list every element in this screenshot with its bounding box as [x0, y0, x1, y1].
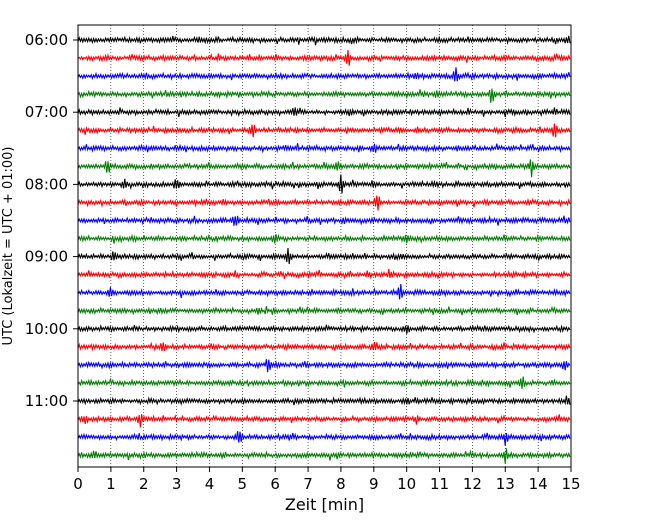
- trace-1000: [77, 324, 571, 334]
- x-axis-label: Zeit [min]: [285, 495, 364, 514]
- x-tick-label: 11: [430, 475, 449, 493]
- x-tick-label: 7: [303, 475, 313, 493]
- trace-0845: [77, 233, 571, 244]
- trace-1115: [77, 414, 571, 428]
- x-tick-label: 4: [205, 475, 215, 493]
- trace-layer: [77, 35, 571, 464]
- x-tick-label: 13: [496, 475, 515, 493]
- y-tick-label: 11:00: [25, 392, 68, 410]
- trace-0700: [77, 107, 571, 118]
- y-tick-label: 09:00: [25, 248, 68, 266]
- trace-1130: [77, 431, 571, 446]
- trace-1100: [77, 395, 571, 406]
- x-tick-label: 14: [529, 475, 548, 493]
- y-tick-label: 08:00: [25, 175, 68, 193]
- trace-1015: [77, 341, 571, 352]
- trace-0745: [77, 159, 571, 178]
- trace-0600: [77, 35, 571, 46]
- x-tick-label: 1: [106, 475, 116, 493]
- x-tick-label: 12: [463, 475, 482, 493]
- trace-1030: [77, 359, 571, 373]
- trace-0645: [77, 88, 571, 103]
- y-axis: 06:00 07:00 08:00 09:00 10:00 11:00: [25, 31, 78, 410]
- x-tick-label: 15: [561, 475, 580, 493]
- x-tick-label: 5: [238, 475, 248, 493]
- trace-0615: [77, 49, 571, 66]
- plot-frame: [77, 24, 572, 468]
- trace-0630: [77, 67, 571, 82]
- x-tick-label: 9: [369, 475, 379, 493]
- x-tick-label: 8: [336, 475, 346, 493]
- trace-0730: [77, 143, 571, 154]
- trace-0800: [77, 174, 571, 194]
- y-tick-label: 07:00: [25, 103, 68, 121]
- trace-0715: [77, 123, 571, 138]
- y-tick-label: 10:00: [25, 320, 68, 338]
- x-tick-label: 3: [172, 475, 182, 493]
- x-tick-label: 0: [73, 475, 83, 493]
- trace-0945: [77, 305, 571, 316]
- trace-0830: [77, 215, 571, 226]
- trace-0900: [77, 247, 571, 265]
- trace-0915: [77, 268, 571, 280]
- trace-1145: [77, 448, 571, 464]
- x-tick-label: 6: [270, 475, 280, 493]
- y-axis-label: UTC (Lokalzeit = UTC + 01:00): [1, 147, 16, 346]
- trace-1045: [77, 376, 571, 389]
- x-tick-label: 10: [397, 475, 416, 493]
- y-tick-label: 06:00: [25, 31, 68, 49]
- trace-0815: [77, 195, 571, 211]
- trace-0930: [77, 283, 571, 300]
- x-axis: 0 1 2 3 4 5 6 7 8 9 10 11 12 13 14 15: [73, 467, 581, 493]
- x-tick-label: 2: [139, 475, 149, 493]
